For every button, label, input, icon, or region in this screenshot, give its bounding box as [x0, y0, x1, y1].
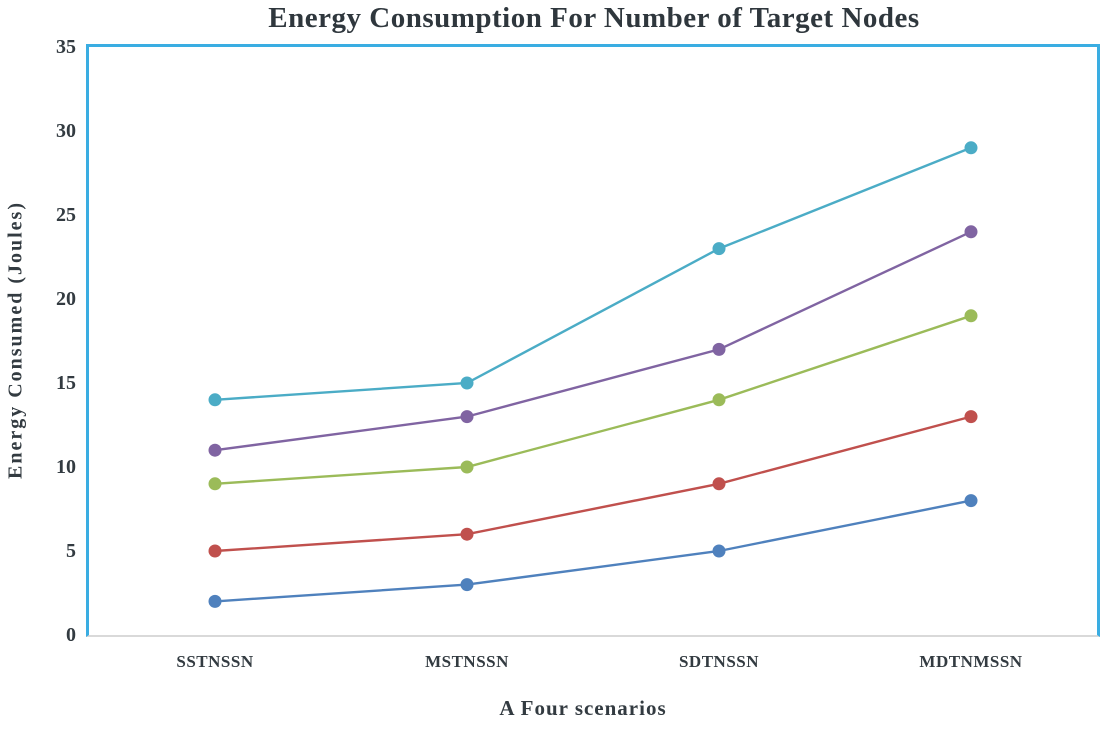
data-point-marker — [712, 242, 726, 256]
data-point-marker — [712, 477, 726, 491]
x-axis-title: A Four scenarios — [499, 696, 667, 720]
y-tick-label: 15 — [56, 372, 76, 394]
data-point-marker — [208, 477, 222, 491]
x-category-label: MSTNSSN — [425, 652, 509, 671]
data-point-marker — [460, 578, 474, 592]
y-axis-title: Energy Consumed (Joules) — [4, 200, 27, 480]
y-tick-label: 20 — [56, 288, 76, 310]
data-point-marker — [460, 410, 474, 424]
series-line-2 — [214, 415, 972, 553]
data-point-marker — [208, 594, 222, 608]
y-tick-label: 30 — [56, 120, 76, 142]
line-chart-plot — [208, 141, 978, 608]
data-point-marker — [208, 443, 222, 457]
data-point-marker — [460, 460, 474, 474]
y-tick-label: 10 — [56, 456, 76, 478]
plot-area — [86, 44, 1100, 637]
y-tick-label: 5 — [66, 540, 76, 562]
y-tick-label: 0 — [66, 624, 76, 646]
data-point-marker — [460, 376, 474, 390]
data-point-marker — [712, 544, 726, 558]
data-point-marker — [208, 393, 222, 407]
x-category-label: MDTNMSSN — [919, 652, 1023, 671]
chart-title: Energy Consumption For Number of Target … — [268, 2, 920, 34]
series-line-4 — [214, 230, 972, 452]
data-point-marker — [964, 410, 978, 424]
data-point-marker — [964, 494, 978, 508]
data-point-marker — [712, 342, 726, 356]
data-point-marker — [964, 141, 978, 155]
y-tick-label: 35 — [56, 36, 76, 58]
data-point-marker — [208, 544, 222, 558]
series-line-5 — [214, 146, 972, 401]
data-point-marker — [712, 393, 726, 407]
x-category-label: SSTNSSN — [176, 652, 254, 671]
data-point-marker — [460, 527, 474, 541]
series-line-3 — [214, 314, 972, 485]
x-category-label: SDTNSSN — [678, 652, 760, 671]
data-point-marker — [964, 225, 978, 239]
y-tick-label: 25 — [56, 204, 76, 226]
data-point-marker — [964, 309, 978, 323]
series-line-1 — [214, 499, 972, 603]
